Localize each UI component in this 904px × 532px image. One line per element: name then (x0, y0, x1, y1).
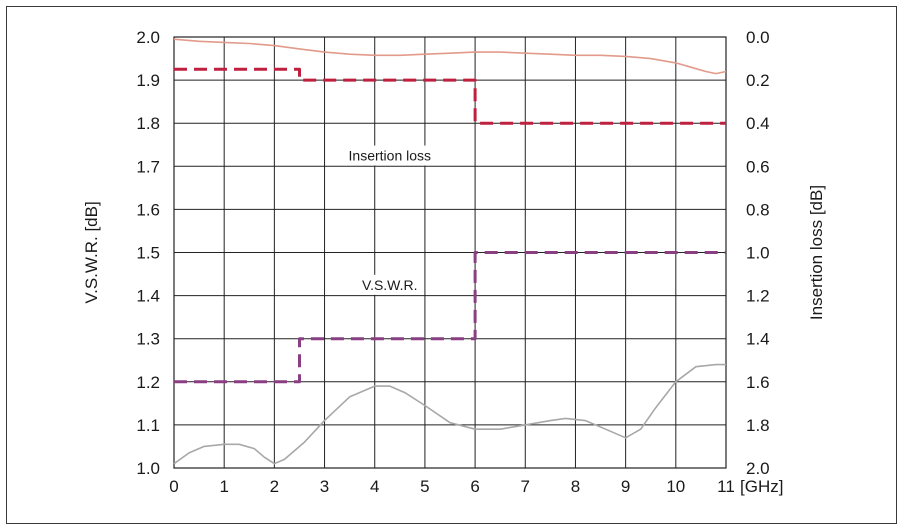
y-left-tick-label: 1.7 (136, 157, 160, 176)
x-tick-label: 2 (270, 477, 279, 496)
x-tick-label: 3 (320, 477, 329, 496)
x-tick-label: 7 (521, 477, 530, 496)
y-right-tick-label: 1.8 (746, 416, 770, 435)
series-line-insertion-loss-spec (174, 67, 726, 125)
annotation-background (358, 274, 422, 295)
chart-frame (6, 6, 897, 524)
x-tick-label: 10 (666, 477, 685, 496)
annotation-label: Insertion loss (349, 148, 431, 164)
y-left-tick-label: 1.6 (136, 200, 160, 219)
grid-lines (173, 36, 727, 469)
x-tick-label: 8 (571, 477, 580, 496)
y-right-tick-label: 0.0 (746, 28, 770, 47)
y-left-tick-label: 1.1 (136, 416, 160, 435)
y-right-tick-label: 1.2 (746, 287, 770, 306)
y-right-tick-label: 1.0 (746, 244, 770, 263)
y-left-tick-label: 1.3 (136, 330, 160, 349)
x-axis-ticks: 0 1 2 3 4 5 6 7 8 9 10 11 (169, 477, 735, 496)
y-right-tick-label: 0.4 (746, 114, 770, 133)
x-tick-label: 0 (169, 477, 178, 496)
series-layer (173, 38, 727, 465)
y-right-tick-label: 0.8 (746, 200, 770, 219)
y-right-tick-label: 1.6 (746, 373, 770, 392)
y-left-tick-label: 1.0 (136, 459, 160, 478)
x-tick-label: 9 (621, 477, 630, 496)
x-tick-label: 5 (420, 477, 429, 496)
y-left-tick-label: 2.0 (136, 28, 160, 47)
x-tick-label: 11 (717, 477, 735, 496)
y-right-tick-label: 0.2 (746, 71, 770, 90)
series-line-insertion-loss-measured (173, 38, 727, 75)
right-axis-ticks: 2.0 1.8 1.6 1.4 1.2 1.0 0.8 0.6 0.4 0.2 0.0 (746, 28, 770, 478)
y-axis-right-label: Insertion loss [dB] (807, 185, 826, 320)
y-left-tick-label: 1.8 (136, 114, 160, 133)
series-line-vswr-spec (174, 251, 726, 384)
y-left-tick-label: 1.4 (136, 287, 160, 306)
series-line-vswr-measured (173, 363, 726, 465)
annotations: Insertion loss V.S.W.R. (344, 145, 436, 295)
y-right-tick-label: 1.4 (746, 330, 770, 349)
y-left-tick-label: 1.9 (136, 71, 160, 90)
y-left-tick-label: 1.2 (136, 373, 160, 392)
annotation-background (344, 145, 436, 166)
x-tick-label: 1 (219, 477, 228, 496)
left-axis-ticks: 1.0 1.1 1.2 1.3 1.4 1.5 1.6 1.7 1.8 1.9 2.0 (136, 28, 160, 478)
y-right-tick-label: 0.6 (746, 157, 770, 176)
y-axis-left-label: V.S.W.R. [dB] (82, 201, 101, 303)
x-tick-label: 4 (370, 477, 379, 496)
y-right-tick-label: 2.0 (746, 459, 770, 478)
x-axis-unit: [GHz] (740, 477, 783, 496)
y-left-tick-label: 1.5 (136, 244, 160, 263)
x-tick-label: 6 (470, 477, 479, 496)
annotation-label: V.S.W.R. (362, 277, 418, 293)
